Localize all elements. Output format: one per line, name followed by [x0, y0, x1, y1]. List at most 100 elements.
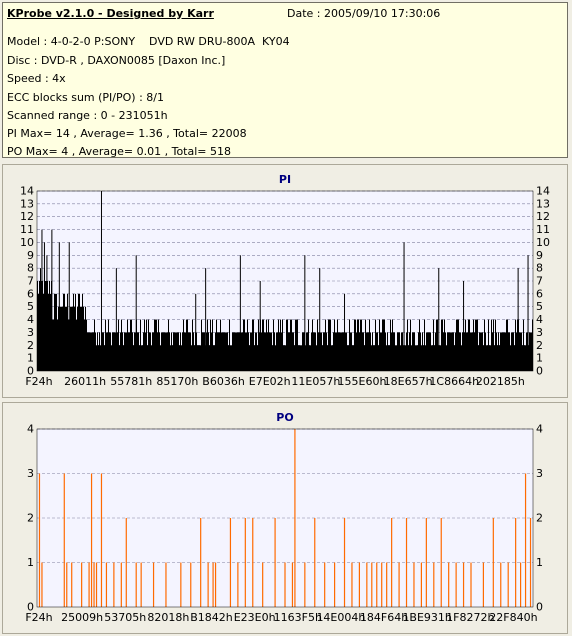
pi-bar	[212, 319, 213, 371]
pi-bar	[181, 345, 182, 371]
pi-bar	[436, 319, 437, 371]
pi-bar	[454, 345, 455, 371]
pi-bar	[123, 345, 124, 371]
pi-bar	[416, 345, 417, 371]
pi-bar	[77, 306, 78, 371]
pi-bar	[239, 332, 240, 371]
pi-bar	[517, 319, 518, 371]
y-tick-label-left: 6	[27, 287, 34, 300]
pi-bar	[363, 332, 364, 371]
pi-bar	[490, 345, 491, 371]
pi-bar	[327, 345, 328, 371]
model-line: Model : 4-0-2-0 P:SONY DVD RW DRU-800A K…	[7, 35, 290, 48]
pi-bar	[358, 319, 359, 371]
pi-bar	[267, 332, 268, 371]
pi-bar	[62, 306, 63, 371]
pi-bar	[515, 319, 516, 371]
y-tick-label-left: 14	[20, 185, 34, 198]
y-tick-label-right: 0	[536, 601, 543, 614]
pi-bar	[72, 306, 73, 371]
pi-bar	[222, 332, 223, 371]
pi-bar	[285, 345, 286, 371]
pi-bar	[431, 345, 432, 371]
pi-bar	[343, 332, 344, 371]
y-tick-label-left: 0	[27, 601, 34, 614]
pi-bar	[94, 319, 95, 371]
y-tick-label-left: 3	[27, 467, 34, 480]
pi-bar	[255, 332, 256, 371]
pi-bar	[302, 332, 303, 371]
pi-bar	[401, 332, 402, 371]
pi-bar	[114, 332, 115, 371]
pi-bar	[277, 332, 278, 371]
pi-bar	[484, 319, 485, 371]
pi-bar	[333, 332, 334, 371]
pi-bar	[219, 332, 220, 371]
pi-bar	[127, 319, 128, 371]
pi-bar	[151, 345, 152, 371]
pi-bar	[369, 319, 370, 371]
pi-bar	[108, 319, 109, 371]
pi-bar	[129, 332, 130, 371]
pi-bar	[54, 293, 55, 371]
pi-bar	[330, 319, 331, 371]
y-tick-label-left: 0	[27, 365, 34, 378]
pi-bar	[507, 319, 508, 371]
pi-bar	[275, 345, 276, 371]
pi-bar	[437, 319, 438, 371]
pi-bar	[61, 306, 62, 371]
pi-bar	[105, 319, 106, 371]
pi-bar	[458, 319, 459, 371]
pi-bar	[263, 319, 264, 371]
pi-bar	[259, 332, 260, 371]
pi-bar	[249, 345, 250, 371]
pi-bar	[390, 319, 391, 371]
pi-bar	[321, 332, 322, 371]
pi-bar	[468, 319, 469, 371]
pi-bar	[120, 332, 121, 371]
pi-bar	[150, 332, 151, 371]
pi-bar	[345, 332, 346, 371]
pi-bar	[357, 319, 358, 371]
pi-bar	[350, 332, 351, 371]
pi-bar	[229, 319, 230, 371]
pi-bar	[210, 319, 211, 371]
pi-bar	[207, 319, 208, 371]
pi-bar	[191, 345, 192, 371]
pi-bar	[370, 332, 371, 371]
pi-bar	[79, 293, 80, 371]
pi-bar	[68, 319, 69, 371]
pi-bar	[135, 332, 136, 371]
pi-bar	[88, 332, 89, 371]
pi-bar	[236, 332, 237, 371]
pi-bar	[177, 332, 178, 371]
pi-bar	[107, 332, 108, 371]
pi-bar	[374, 345, 375, 371]
pi-bar	[270, 332, 271, 371]
pi-bar	[216, 319, 217, 371]
pi-bar	[223, 332, 224, 371]
x-tick-label: B1842h	[190, 611, 233, 624]
pi-bar	[99, 332, 100, 371]
y-tick-label-left: 4	[27, 313, 34, 326]
pi-bar	[392, 319, 393, 371]
pi-bar	[131, 319, 132, 371]
pi-bar	[335, 332, 336, 371]
po-summary-line: PO Max= 4 , Average= 0.01 , Total= 518	[7, 145, 231, 158]
pi-bar	[186, 319, 187, 371]
pi-bar	[314, 332, 315, 371]
pi-bar	[355, 319, 356, 371]
pi-bar	[168, 319, 169, 371]
pi-bar	[476, 319, 477, 371]
pi-bar	[82, 293, 83, 371]
y-tick-label-right: 14	[536, 185, 550, 198]
pi-bar	[317, 319, 318, 371]
pi-bar	[510, 345, 511, 371]
pi-bar	[184, 332, 185, 371]
pi-bar	[64, 293, 65, 371]
pi-bar	[509, 332, 510, 371]
x-tick-label: 1F8272h	[446, 611, 494, 624]
pi-bar	[395, 345, 396, 371]
y-tick-label-right: 3	[536, 467, 543, 480]
